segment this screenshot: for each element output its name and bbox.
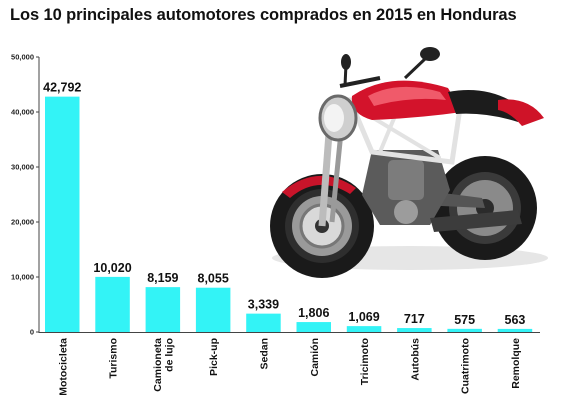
bar-series: 42,792 10,020 8,159 8,055 3,339 1,806 1,069 717… (43, 81, 533, 332)
bar-3 (145, 287, 181, 332)
x-tick-label: Remolque (510, 338, 522, 389)
x-tick-label: de lujo (164, 338, 176, 372)
motorcycle-illustration (270, 47, 548, 278)
data-label: 1,806 (298, 306, 329, 320)
y-tick-label: 30,000 (11, 163, 34, 172)
data-label: 563 (505, 313, 526, 327)
bar-4 (195, 287, 231, 332)
data-label: 717 (404, 312, 425, 326)
x-tick-label: Turismo (108, 338, 120, 379)
chart-title: Los 10 principales automotores comprados… (10, 6, 517, 24)
data-label: 8,159 (147, 271, 178, 285)
data-label: 3,339 (248, 298, 279, 312)
x-tick-label: Motocicleta (57, 338, 69, 396)
bar-1 (45, 96, 80, 332)
x-tick-label: Camión (309, 338, 321, 377)
y-tick-label: 0 (30, 328, 34, 337)
y-tick-label: 10,000 (11, 273, 34, 282)
x-tick-label: Tricimoto (359, 338, 371, 385)
y-axis: 0 10,000 20,000 30,000 40,000 50,000 (11, 53, 40, 337)
x-axis-labels: Motocicleta Turismo Camioneta de lujo Pick-u… (57, 338, 522, 396)
bar-8 (397, 328, 432, 332)
x-tick-label: Sedan (258, 338, 270, 370)
y-tick-label: 20,000 (11, 218, 34, 227)
bar-5 (246, 313, 281, 332)
data-label: 575 (454, 313, 475, 327)
x-tick-label: Cuatrimoto (460, 338, 472, 394)
bar-9 (447, 328, 482, 332)
data-label: 42,792 (43, 81, 81, 95)
x-tick-label: Pick-up (208, 338, 220, 376)
y-tick-label: 50,000 (11, 53, 34, 62)
x-tick-label: Autobús (409, 338, 421, 381)
y-tick-label: 40,000 (11, 108, 34, 117)
data-label: 10,020 (93, 261, 131, 275)
bar-10 (497, 328, 533, 332)
data-label: 1,069 (348, 310, 379, 324)
bar-2 (95, 276, 130, 332)
data-label: 8,055 (198, 272, 229, 286)
x-tick-label: Camioneta (152, 338, 164, 392)
bar-6 (296, 322, 331, 332)
bar-7 (346, 326, 382, 332)
